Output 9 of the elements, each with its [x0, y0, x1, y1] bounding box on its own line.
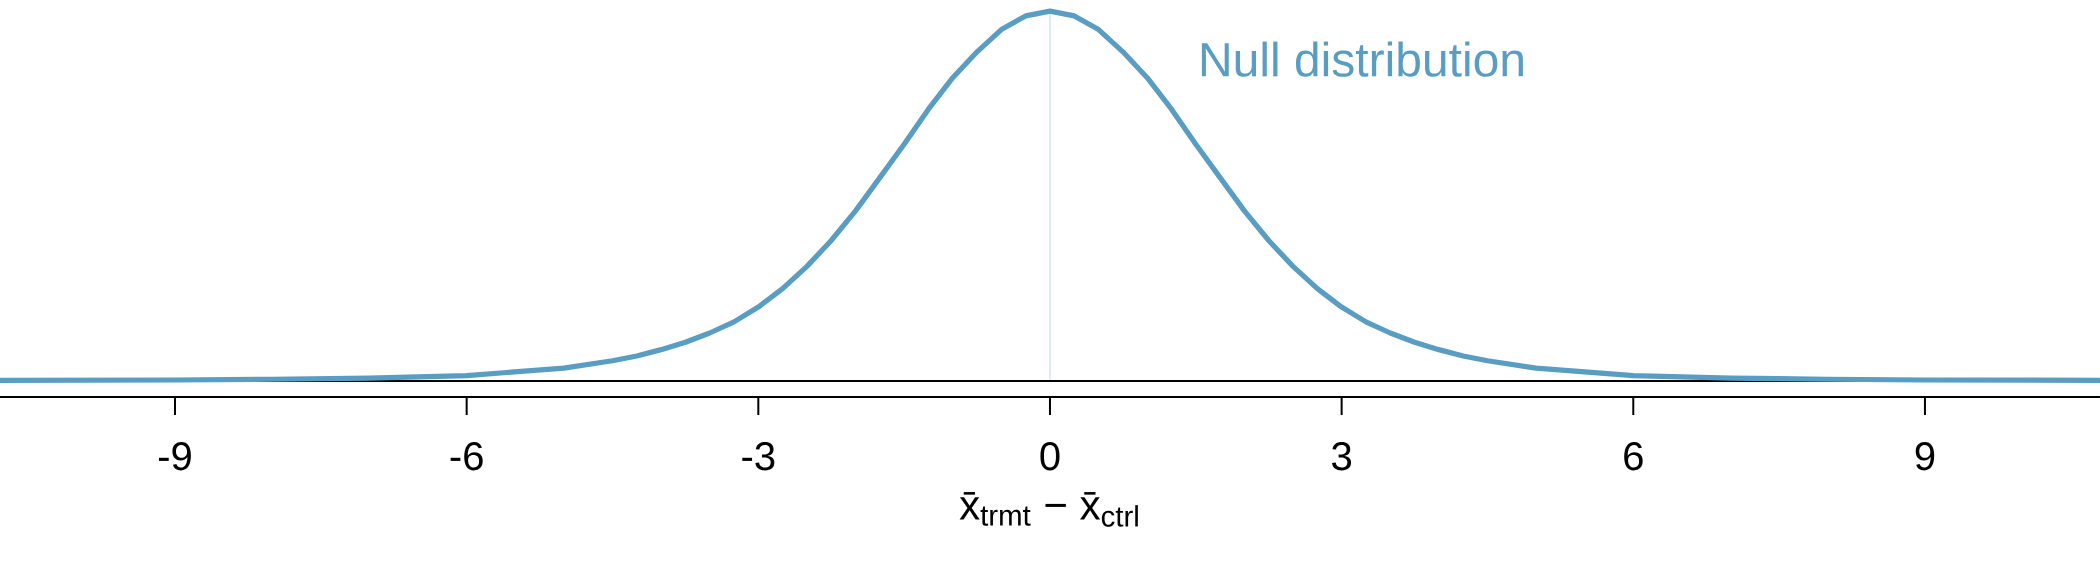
x-tick-label: -9	[158, 442, 191, 471]
x-tick-label: 9	[1915, 442, 1935, 471]
x-tick-label: 0	[1040, 442, 1060, 471]
x-tick-label: 6	[1624, 442, 1643, 471]
x-axis-title: x̄$_{trmt}$ − x̄$_{ctrl}$	[959, 492, 1138, 527]
x-tick-label: 3	[1332, 442, 1352, 471]
series-label: Null distribution	[1201, 41, 1523, 77]
x-tick-label: -3	[742, 442, 775, 471]
x-tick-label: -6	[450, 442, 483, 471]
